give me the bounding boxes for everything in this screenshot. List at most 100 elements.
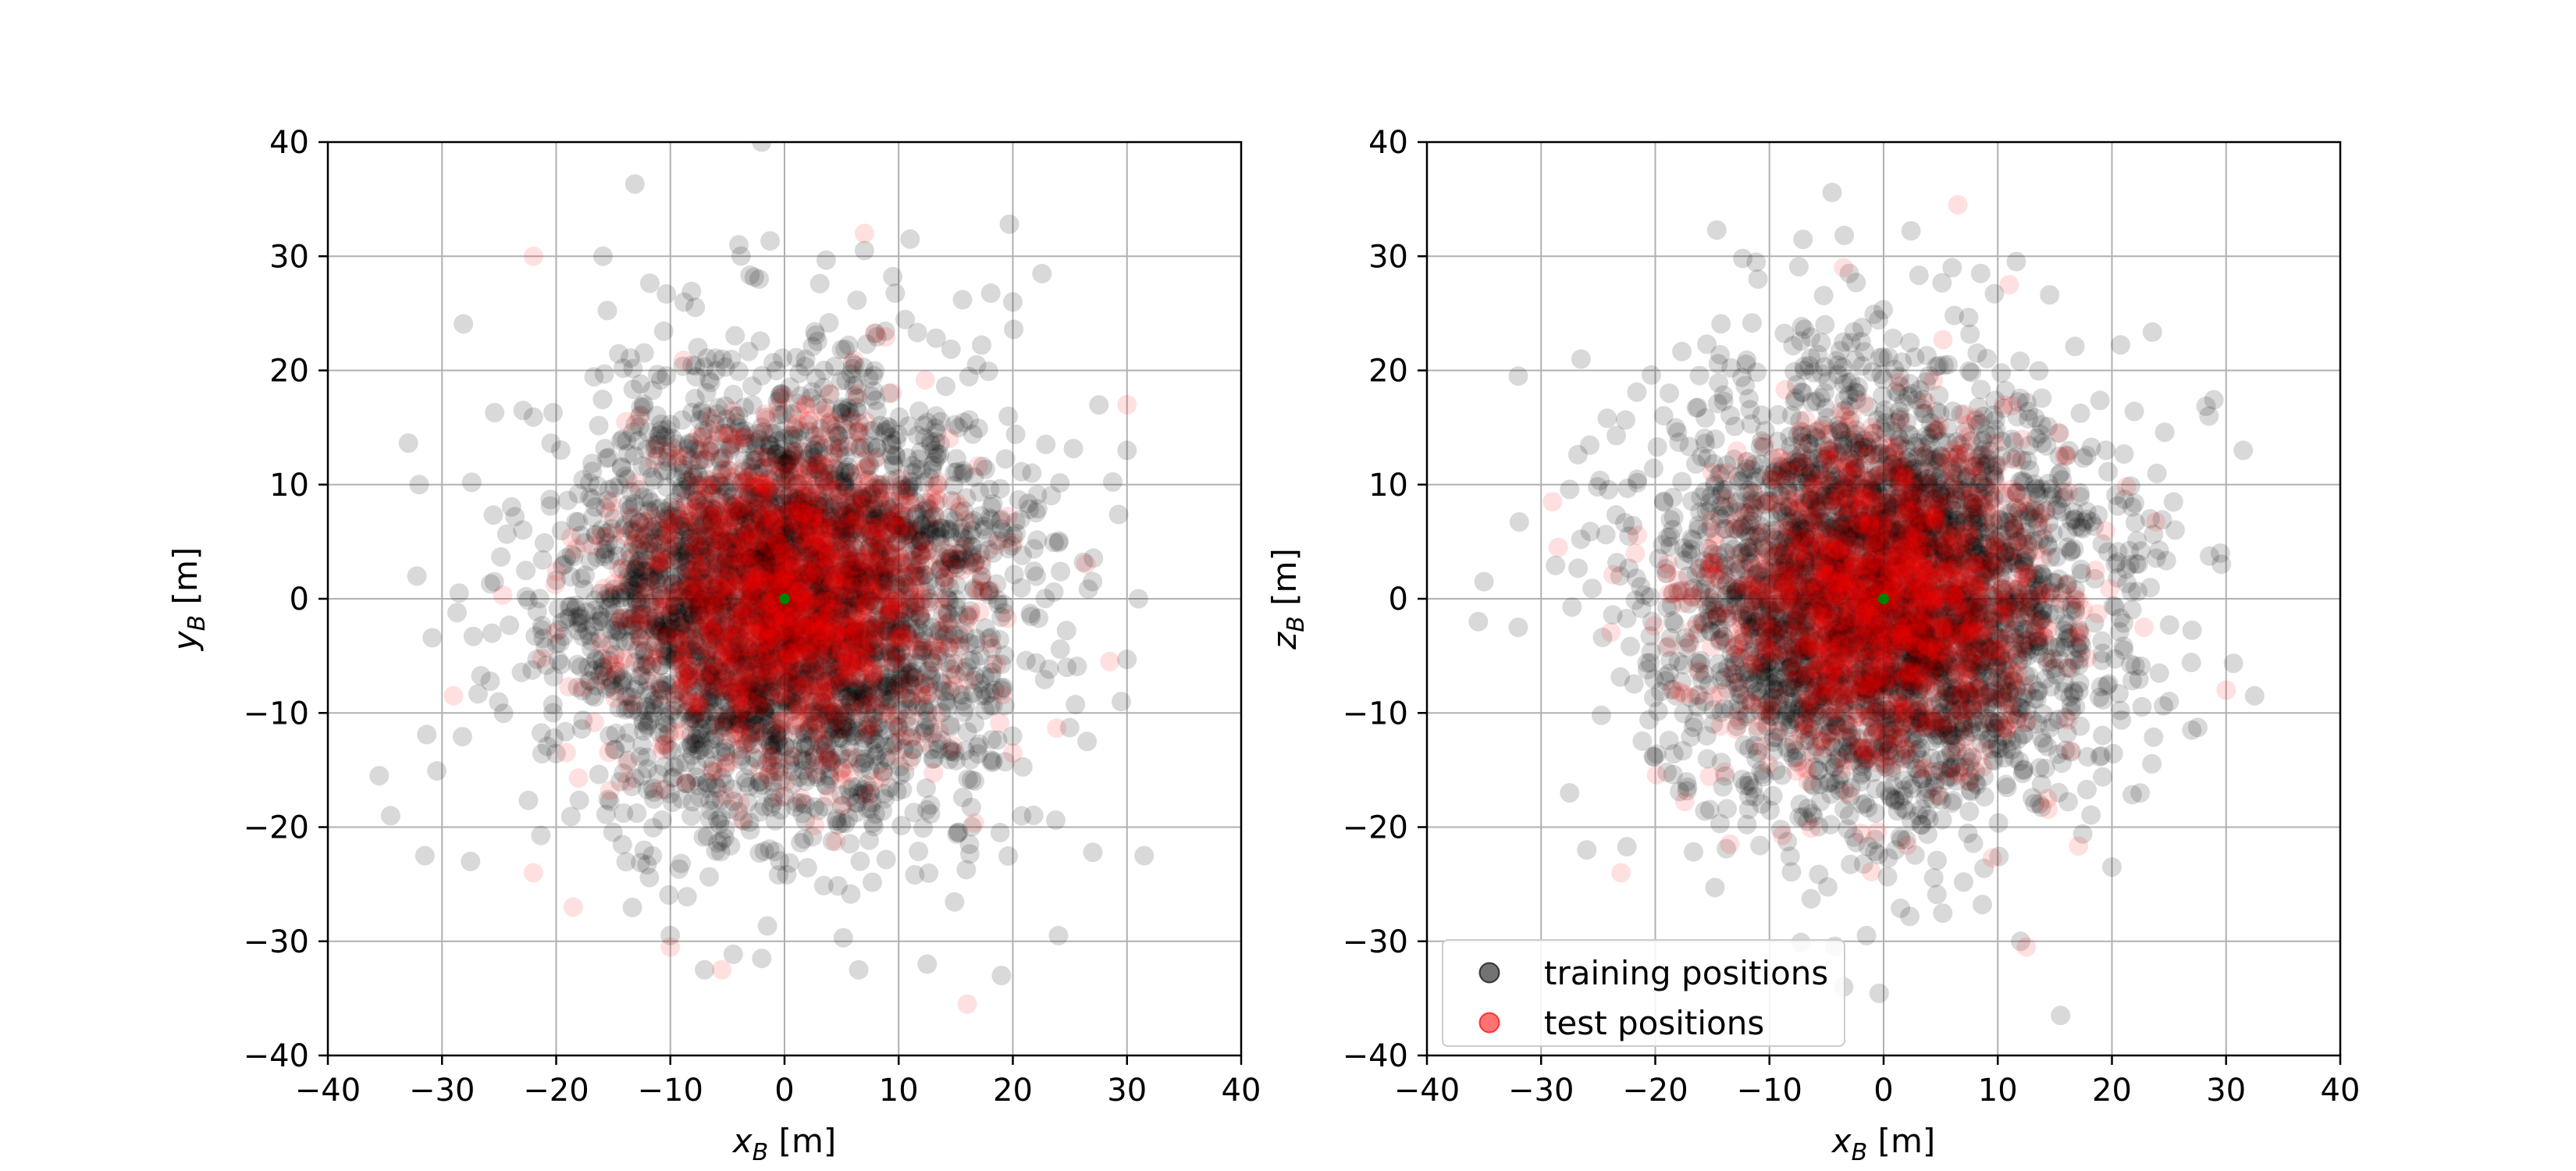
data-point — [953, 788, 973, 807]
data-point — [748, 686, 768, 707]
data-point — [749, 269, 770, 289]
data-point — [780, 651, 800, 671]
data-point — [853, 358, 873, 378]
data-point — [867, 552, 888, 572]
data-point — [877, 416, 898, 436]
data-point — [739, 639, 760, 659]
data-point — [703, 621, 723, 641]
data-point — [755, 707, 775, 727]
data-point — [821, 654, 841, 674]
data-point — [897, 521, 917, 542]
data-point — [801, 577, 820, 597]
data-point — [743, 508, 763, 529]
data-point — [616, 852, 636, 872]
data-point — [770, 527, 791, 546]
data-point — [697, 348, 717, 368]
data-point — [667, 500, 687, 521]
data-point — [627, 593, 647, 614]
data-point — [980, 283, 1001, 303]
data-point — [966, 635, 986, 655]
data-point — [518, 790, 539, 810]
data-point — [824, 462, 845, 482]
data-point — [907, 322, 927, 343]
data-point — [831, 519, 852, 539]
data-point — [701, 513, 721, 533]
data-point — [800, 753, 820, 773]
data-point — [714, 691, 735, 711]
data-point — [940, 715, 960, 735]
data-point — [568, 621, 588, 641]
data-point — [560, 596, 581, 617]
data-point — [998, 406, 1019, 426]
data-point — [849, 959, 869, 980]
data-point — [853, 728, 873, 749]
data-point — [1006, 524, 1026, 543]
data-point — [998, 539, 1019, 559]
data-point — [948, 557, 968, 578]
data-point — [873, 761, 892, 781]
data-point — [710, 507, 730, 527]
data-point — [899, 475, 920, 496]
data-point — [721, 350, 742, 369]
data-point — [767, 724, 788, 744]
data-point — [659, 539, 679, 559]
data-point — [749, 620, 769, 640]
data-point — [653, 611, 673, 632]
data-point — [896, 689, 916, 709]
data-point — [692, 688, 713, 708]
data-point — [531, 825, 551, 845]
data-point — [803, 632, 824, 653]
data-point — [1028, 499, 1048, 519]
data-point — [620, 609, 640, 629]
data-point — [742, 376, 762, 397]
data-point — [782, 761, 802, 781]
data-point — [610, 609, 631, 628]
data-point — [906, 521, 927, 542]
data-point — [417, 724, 437, 745]
data-point — [841, 407, 861, 427]
data-point — [634, 487, 654, 507]
data-point — [723, 656, 743, 676]
data-point — [838, 597, 858, 618]
data-point — [886, 623, 906, 643]
data-point — [866, 447, 887, 468]
data-point — [800, 524, 820, 544]
data-point — [668, 506, 688, 526]
data-point — [623, 379, 643, 400]
data-point — [1050, 639, 1070, 659]
data-point — [857, 703, 877, 724]
data-point — [780, 425, 800, 446]
data-point — [886, 619, 906, 639]
data-point — [913, 818, 934, 838]
data-point — [1047, 718, 1067, 739]
data-point — [847, 290, 867, 311]
data-point — [711, 564, 731, 584]
data-point — [659, 884, 679, 905]
data-point — [893, 679, 913, 699]
data-point — [828, 425, 849, 446]
data-point — [761, 541, 781, 561]
data-point — [922, 460, 942, 480]
data-point — [780, 455, 800, 475]
data-point — [727, 527, 747, 547]
data-point — [706, 606, 727, 626]
data-point — [964, 467, 984, 487]
data-point — [761, 564, 781, 585]
data-point — [1003, 743, 1023, 763]
data-point — [999, 214, 1019, 234]
data-point — [941, 659, 961, 679]
data-point — [926, 406, 946, 426]
data-point — [844, 630, 864, 650]
data-point — [941, 741, 962, 761]
data-point — [928, 621, 948, 641]
data-point — [489, 692, 509, 712]
data-point — [813, 599, 834, 619]
data-point — [799, 491, 819, 511]
data-point — [863, 565, 883, 586]
data-point — [708, 671, 728, 691]
data-point — [920, 795, 941, 815]
data-point — [636, 681, 656, 701]
data-point — [549, 620, 569, 640]
data-point — [639, 502, 660, 522]
data-point — [671, 853, 692, 874]
